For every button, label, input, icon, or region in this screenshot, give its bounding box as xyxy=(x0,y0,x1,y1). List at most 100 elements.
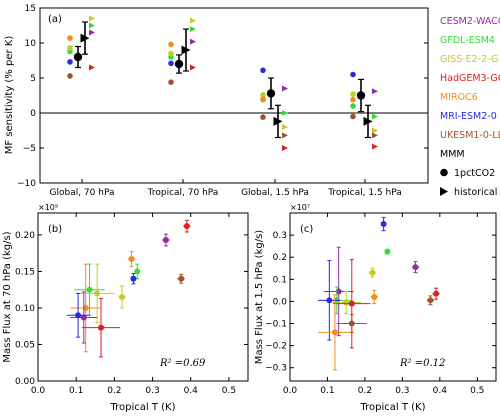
legend-historical-marker xyxy=(440,187,448,196)
panel-b-marks xyxy=(66,219,191,358)
legend: CESM2-WACCM GFDL-ESM4 GISS-E2-2-G HadGEM3-G… xyxy=(440,16,500,198)
panel-c: ×10⁷ (c) Mass Flux at 1.5 hPa (kg/s) Tro… xyxy=(254,203,497,413)
a-point-historical xyxy=(372,113,378,120)
a-ytick-label: 10 xyxy=(25,39,37,49)
b-point xyxy=(80,314,87,321)
a-point-1pctco2 xyxy=(168,50,174,57)
panel-c-ylabel: Mass Flux at 1.5 hPa (kg/s) xyxy=(254,230,265,364)
a-point-1pctco2 xyxy=(260,92,266,98)
a-point-1pctco2 xyxy=(260,67,266,74)
b-ytick-label: 0.10 xyxy=(15,304,35,314)
a-point-1pctco2 xyxy=(67,45,73,51)
legend-entry-hadgem3-gc31-ll: HadGEM3-GC31-LL xyxy=(440,73,500,84)
a-point-historical xyxy=(89,15,95,22)
panel-b-label: (b) xyxy=(48,224,62,235)
legend-entry-1pctco2: 1pctCO2 xyxy=(454,168,495,179)
a-point-1pctco2 xyxy=(67,73,73,79)
a-ytick-label: 15 xyxy=(25,4,36,14)
panel-a-label: (a) xyxy=(48,14,62,25)
a-point-1pctco2 xyxy=(67,35,73,41)
legend-entry-historical: historical xyxy=(454,187,497,198)
c-xtick-label: 0.1 xyxy=(320,386,334,396)
legend-entry-cesm2-waccm: CESM2-WACCM xyxy=(440,16,500,27)
b-point xyxy=(178,275,185,282)
a-ytick-label: 0 xyxy=(30,109,36,119)
a-point-historical xyxy=(190,64,196,71)
a-point-1pctco2 xyxy=(168,60,174,67)
panel-a-ticks: −10 −5 0 5 10 15 Global, 70 hPa Tropical, 70 hP… xyxy=(17,4,428,198)
b-xtick-label: 0.3 xyxy=(145,386,159,396)
a-point-1pctco2 xyxy=(67,59,73,65)
c-point xyxy=(427,297,434,304)
b-point xyxy=(128,256,135,263)
panel-a-marks xyxy=(40,15,428,151)
b-point xyxy=(130,275,137,282)
b-xtick-label: 0.1 xyxy=(69,386,83,396)
panel-a: (a) MF sensitivity (% per K) −10 −5 0 5 10 15… xyxy=(4,4,429,198)
panel-c-scale: ×10⁷ xyxy=(290,203,310,212)
b-point xyxy=(75,312,82,319)
b-ytick-label: 0.20 xyxy=(15,231,35,241)
panel-b-r2: R² =0.69 xyxy=(159,358,206,369)
c-xtick-label: 0.2 xyxy=(358,386,372,396)
b-xtick-label: 0.5 xyxy=(222,386,236,396)
b-ytick-label: 0.00 xyxy=(15,377,35,387)
b-point xyxy=(162,237,169,244)
a-point-historical xyxy=(372,143,378,150)
legend-1pctco2-marker xyxy=(440,168,448,177)
c-ytick-label: 0.1 xyxy=(273,275,287,285)
b-point xyxy=(134,268,141,275)
c-xtick-label: 0.3 xyxy=(395,386,409,396)
a-point-historical xyxy=(282,145,288,151)
c-xtick-label: 0.4 xyxy=(433,386,448,396)
panel-c-marks xyxy=(318,216,440,371)
c-point xyxy=(348,300,355,307)
a-point-historical xyxy=(282,110,288,116)
a-point-1pctco2 xyxy=(350,103,356,109)
a-ytick-label: −5 xyxy=(23,144,36,154)
a-point-1pctco2 xyxy=(350,96,356,103)
a-mmm-historical xyxy=(80,33,90,43)
b-point xyxy=(86,286,93,293)
c-point xyxy=(384,248,391,255)
a-point-historical xyxy=(282,85,288,92)
b-xtick-label: 0.4 xyxy=(184,386,199,396)
c-ytick-label: 0.2 xyxy=(273,253,287,263)
a-point-historical xyxy=(372,127,378,134)
c-ytick-label: 0.0 xyxy=(273,297,288,307)
legend-entry-ukesm1-0-ll: UKESM1-0-LL xyxy=(440,130,500,141)
a-mmm-1pctco2 xyxy=(266,89,276,98)
a-point-historical xyxy=(89,64,95,71)
panel-b-xlabel: Tropical T (K) xyxy=(109,402,175,413)
c-point xyxy=(348,320,355,327)
panel-c-label: (c) xyxy=(300,224,313,235)
legend-entry-mri-esm2-0: MRI-ESM2-0 xyxy=(440,111,497,122)
b-point xyxy=(183,223,190,230)
a-point-1pctco2 xyxy=(260,96,266,102)
panel-c-xlabel: Tropical T (K) xyxy=(359,402,425,413)
b-xtick-label: 0.0 xyxy=(31,386,46,396)
a-xtick-label: Global, 70 hPa xyxy=(50,188,115,198)
panel-c-ticks: 0.0 0.1 0.2 0.3 0.4 0.5 −0.3 −0.2 −0.1 0.0 0.1 0.2 0… xyxy=(265,213,496,396)
a-point-1pctco2 xyxy=(350,113,356,120)
c-point xyxy=(412,264,419,271)
a-point-1pctco2 xyxy=(168,41,174,48)
a-point-historical xyxy=(372,88,378,95)
panel-b-scale: ×10⁹ xyxy=(38,203,58,212)
panel-c-frame xyxy=(289,212,497,382)
c-ytick-label: −0.1 xyxy=(265,320,287,330)
b-ytick-label: 0.05 xyxy=(15,340,35,350)
a-point-historical xyxy=(282,132,288,139)
a-point-historical xyxy=(89,29,95,36)
panel-b-ticks: 0.0 0.1 0.2 0.3 0.4 0.5 0.00 0.05 0.10 0.15 0.20 xyxy=(15,213,248,396)
a-mmm-1pctco2 xyxy=(174,59,184,69)
c-ytick-label: 0.3 xyxy=(273,231,287,241)
c-point xyxy=(331,329,338,336)
a-point-historical xyxy=(190,26,196,32)
c-point xyxy=(371,294,378,300)
a-point-1pctco2 xyxy=(350,91,356,97)
a-point-1pctco2 xyxy=(350,71,356,78)
panel-c-r2: R² =0.12 xyxy=(399,358,445,369)
a-mmm-historical xyxy=(181,45,191,55)
c-point xyxy=(326,297,333,304)
